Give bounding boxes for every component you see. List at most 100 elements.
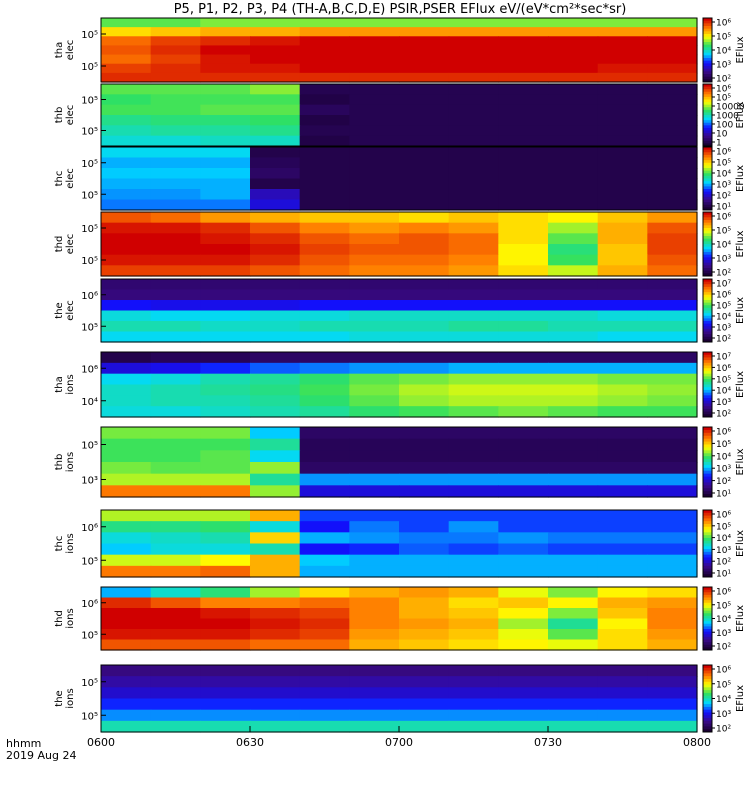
- colorbar-segment: [703, 140, 712, 144]
- heatmap-cell: [250, 199, 301, 211]
- heatmap-cell: [299, 115, 350, 126]
- colorbar-segment: [703, 202, 712, 206]
- colorbar-segment: [703, 687, 712, 691]
- colorbar-segment: [703, 370, 712, 375]
- y-tick-label: 10⁶: [81, 291, 98, 302]
- colorbar-segment: [703, 459, 712, 463]
- y-axis-label-thc_ions: thcions: [54, 533, 76, 553]
- heatmap-cell: [299, 687, 350, 700]
- heatmap-cell: [647, 406, 698, 418]
- colorbar-segment: [703, 470, 712, 475]
- colorbar-tick-label: 10⁴: [716, 452, 731, 462]
- heatmap-cell: [498, 597, 549, 609]
- heatmap-cell: [548, 395, 599, 407]
- colorbar-segment: [703, 720, 712, 725]
- colorbar-segment: [703, 706, 712, 711]
- heatmap-cell: [498, 473, 549, 486]
- heatmap-cell: [548, 147, 599, 159]
- colorbar-segment: [703, 168, 712, 172]
- panel-frame: [100, 351, 698, 418]
- heatmap-cell: [498, 352, 549, 364]
- heatmap-cell: [597, 554, 648, 567]
- colorbar-segment: [703, 186, 712, 190]
- heatmap-cell: [597, 94, 648, 106]
- colorbar-segment: [703, 571, 712, 575]
- heatmap-cell: [299, 676, 350, 688]
- colorbar-segment: [703, 130, 712, 134]
- heatmap-cell: [647, 473, 698, 486]
- heatmap-cell: [250, 331, 301, 343]
- heatmap-cell: [101, 72, 152, 83]
- colorbar-segment: [703, 112, 712, 116]
- heatmap-cell: [250, 84, 301, 95]
- heatmap-cell: [647, 168, 698, 180]
- heatmap-cell: [597, 321, 648, 333]
- colorbar-segment: [703, 521, 712, 525]
- colorbar-segment: [703, 42, 712, 46]
- colorbar-segment: [703, 281, 712, 285]
- y-label-species: elec: [65, 105, 76, 126]
- heatmap-cell: [150, 135, 201, 147]
- heatmap-cell: [101, 639, 152, 651]
- colorbar-segment: [703, 729, 712, 733]
- heatmap-cell: [448, 27, 499, 37]
- heatmap-cell: [498, 115, 549, 126]
- heatmap-cell: [349, 310, 400, 322]
- heatmap-cell: [150, 608, 201, 620]
- heatmap-cell: [150, 427, 201, 440]
- colorbar-segment: [703, 294, 712, 298]
- colorbar-segment: [703, 120, 712, 124]
- heatmap-cell: [399, 362, 450, 375]
- heatmap-cell: [399, 629, 450, 641]
- heatmap-cell: [101, 125, 152, 137]
- heatmap-cell: [647, 450, 698, 463]
- heatmap-cell: [200, 147, 251, 159]
- colorbar-segment: [703, 273, 712, 277]
- heatmap-cell: [448, 373, 499, 386]
- colorbar-tick-label: 10³: [716, 629, 731, 639]
- panel-frame: [100, 146, 698, 211]
- colorbar-segment: [703, 74, 712, 78]
- colorbar-segment: [703, 726, 712, 730]
- colorbar-segment: [703, 339, 712, 343]
- heatmap-cell: [101, 510, 152, 522]
- panel-thd_ions: thdions 10⁶ 10⁵ 10⁶ 10⁵ 10⁴ 10³ 10² EFlux: [54, 586, 746, 653]
- colorbar-segment: [703, 673, 712, 677]
- colorbar-segment: [703, 173, 712, 177]
- heatmap-cell: [548, 331, 599, 343]
- heatmap-cell: [349, 212, 400, 224]
- colorbar-segment: [703, 89, 712, 93]
- colorbar-segment: [703, 133, 712, 137]
- heatmap-cell: [101, 63, 152, 74]
- colorbar-segment: [703, 214, 712, 218]
- heatmap-cell: [548, 687, 599, 700]
- heatmap-cell: [647, 94, 698, 106]
- heatmap-cell: [101, 212, 152, 224]
- heatmap-cell: [101, 265, 152, 277]
- heatmap-cell: [150, 587, 201, 599]
- heatmap-cell: [647, 565, 698, 578]
- figure-title: P5, P1, P2, P3, P4 (TH-A,B,C,D,E) PSIR,P…: [174, 2, 627, 17]
- heatmap-cell: [200, 54, 251, 65]
- heatmap-cell: [597, 244, 648, 256]
- heatmap-cell: [200, 94, 251, 106]
- heatmap-cell: [448, 233, 499, 245]
- heatmap-cell: [548, 178, 599, 190]
- colorbar-segment: [703, 302, 712, 306]
- colorbar-segment: [703, 147, 712, 151]
- heatmap-cell: [150, 362, 201, 375]
- heatmap-cell: [150, 321, 201, 333]
- colorbar-tick-label: 10⁴: [716, 313, 731, 323]
- heatmap-cell: [597, 395, 648, 407]
- heatmap-cell: [548, 254, 599, 266]
- heatmap-cell: [150, 310, 201, 322]
- colorbar-segment: [703, 676, 712, 680]
- heatmap-cell: [448, 438, 499, 451]
- colorbar-segment: [703, 323, 712, 327]
- heatmap-cell: [647, 462, 698, 475]
- colorbar-segment: [703, 626, 712, 630]
- colorbar-segment: [703, 594, 712, 599]
- heatmap-cell: [299, 104, 350, 116]
- colorbar-tick-label: 10⁷: [716, 353, 731, 363]
